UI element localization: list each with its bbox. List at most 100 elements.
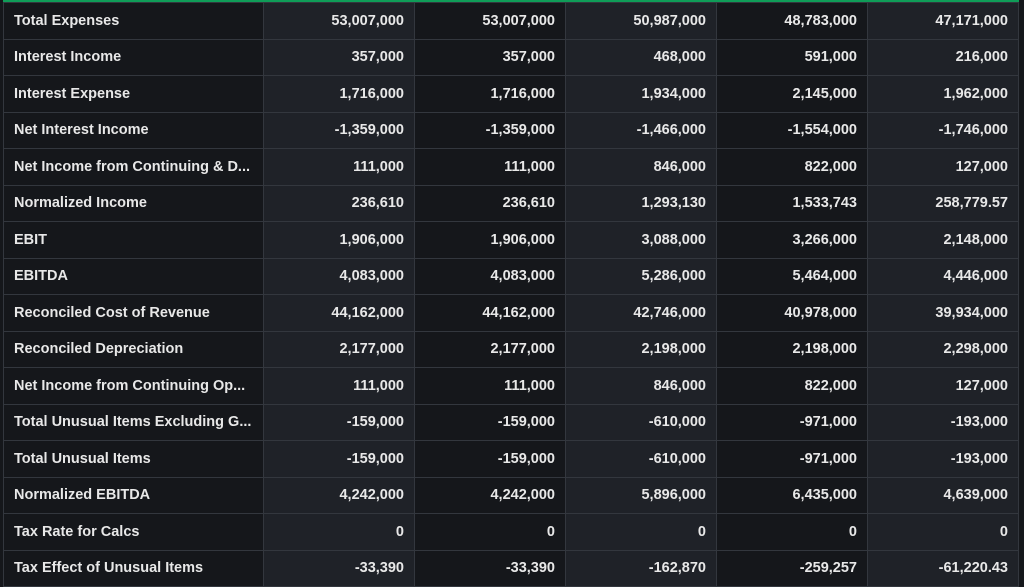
- table-right-edge: [1019, 0, 1024, 584]
- cell-value: -159,000: [414, 403, 566, 441]
- row-label: EBITDA: [3, 257, 264, 295]
- cell-value: 5,286,000: [565, 257, 717, 295]
- cell-value: 2,148,000: [867, 221, 1019, 259]
- cell-value: 0: [263, 513, 415, 551]
- row-label: Tax Effect of Unusual Items: [3, 549, 264, 587]
- cell-value: 53,007,000: [263, 2, 415, 40]
- cell-value: 1,962,000: [867, 75, 1019, 113]
- cell-value: 236,610: [263, 184, 415, 222]
- cell-value: 1,293,130: [565, 184, 717, 222]
- cell-value: 4,242,000: [414, 476, 566, 514]
- cell-value: 846,000: [565, 148, 717, 186]
- cell-value: 48,783,000: [716, 2, 868, 40]
- table-row: Reconciled Depreciation 2,177,000 2,177,00…: [3, 330, 1019, 368]
- table-row: Net Income from Continuing Op... 111,000 1…: [3, 367, 1019, 405]
- row-label: Normalized Income: [3, 184, 264, 222]
- cell-value: 216,000: [867, 38, 1019, 76]
- table-row: Total Unusual Items Excluding G... -159,0…: [3, 403, 1019, 441]
- cell-value: 822,000: [716, 148, 868, 186]
- cell-value: -1,466,000: [565, 111, 717, 149]
- cell-value: 111,000: [263, 367, 415, 405]
- cell-value: -1,746,000: [867, 111, 1019, 149]
- row-label: Net Interest Income: [3, 111, 264, 149]
- financials-table: Total Expenses 53,007,000 53,007,000 50,987…: [3, 2, 1019, 587]
- row-label: Interest Income: [3, 38, 264, 76]
- cell-value: 1,533,743: [716, 184, 868, 222]
- row-label: Normalized EBITDA: [3, 476, 264, 514]
- cell-value: 111,000: [414, 148, 566, 186]
- cell-value: 468,000: [565, 38, 717, 76]
- table-row: Net Interest Income -1,359,000 -1,359,000-…: [3, 111, 1019, 149]
- row-label: Interest Expense: [3, 75, 264, 113]
- cell-value: -159,000: [263, 440, 415, 478]
- cell-value: 5,896,000: [565, 476, 717, 514]
- table-row: Interest Income 357,000 357,000 468,000 591,…: [3, 38, 1019, 76]
- cell-value: 111,000: [263, 148, 415, 186]
- table-row: EBITDA 4,083,000 4,083,000 5,286,000 5,464,0…: [3, 257, 1019, 295]
- table-row: Reconciled Cost of Revenue 44,162,000 44,1…: [3, 294, 1019, 332]
- cell-value: 357,000: [414, 38, 566, 76]
- cell-value: 39,934,000: [867, 294, 1019, 332]
- financials-table-container: Total Expenses 53,007,000 53,007,000 50,987…: [3, 0, 1019, 587]
- cell-value: -971,000: [716, 440, 868, 478]
- cell-value: 846,000: [565, 367, 717, 405]
- cell-value: 0: [565, 513, 717, 551]
- cell-value: -610,000: [565, 440, 717, 478]
- cell-value: -971,000: [716, 403, 868, 441]
- cell-value: 42,746,000: [565, 294, 717, 332]
- cell-value: -33,390: [414, 549, 566, 587]
- cell-value: -193,000: [867, 403, 1019, 441]
- cell-value: 44,162,000: [263, 294, 415, 332]
- cell-value: 47,171,000: [867, 2, 1019, 40]
- table-row: Normalized Income 236,610 236,610 1,293,130…: [3, 184, 1019, 222]
- cell-value: 1,934,000: [565, 75, 717, 113]
- cell-value: 2,177,000: [414, 330, 566, 368]
- cell-value: 5,464,000: [716, 257, 868, 295]
- cell-value: 591,000: [716, 38, 868, 76]
- cell-value: 357,000: [263, 38, 415, 76]
- cell-value: -162,870: [565, 549, 717, 587]
- cell-value: 4,446,000: [867, 257, 1019, 295]
- cell-value: 2,198,000: [565, 330, 717, 368]
- row-label: Total Unusual Items: [3, 440, 264, 478]
- cell-value: 1,716,000: [414, 75, 566, 113]
- cell-value: -259,257: [716, 549, 868, 587]
- table-row: Normalized EBITDA 4,242,000 4,242,000 5,896…: [3, 476, 1019, 514]
- cell-value: 0: [414, 513, 566, 551]
- cell-value: 2,198,000: [716, 330, 868, 368]
- cell-value: -1,359,000: [263, 111, 415, 149]
- cell-value: 50,987,000: [565, 2, 717, 40]
- row-label: Net Income from Continuing Op...: [3, 367, 264, 405]
- cell-value: 236,610: [414, 184, 566, 222]
- cell-value: 3,088,000: [565, 221, 717, 259]
- row-label: EBIT: [3, 221, 264, 259]
- cell-value: 127,000: [867, 148, 1019, 186]
- cell-value: -1,554,000: [716, 111, 868, 149]
- cell-value: -159,000: [414, 440, 566, 478]
- row-label: Reconciled Depreciation: [3, 330, 264, 368]
- table-row: Tax Effect of Unusual Items -33,390 -33,39…: [3, 549, 1019, 587]
- cell-value: 258,779.57: [867, 184, 1019, 222]
- cell-value: 6,435,000: [716, 476, 868, 514]
- cell-value: -610,000: [565, 403, 717, 441]
- cell-value: -159,000: [263, 403, 415, 441]
- cell-value: 0: [716, 513, 868, 551]
- cell-value: 1,906,000: [263, 221, 415, 259]
- cell-value: 44,162,000: [414, 294, 566, 332]
- cell-value: 111,000: [414, 367, 566, 405]
- cell-value: 1,716,000: [263, 75, 415, 113]
- cell-value: 822,000: [716, 367, 868, 405]
- cell-value: 2,145,000: [716, 75, 868, 113]
- cell-value: 2,298,000: [867, 330, 1019, 368]
- cell-value: 3,266,000: [716, 221, 868, 259]
- table-row: Total Unusual Items -159,000 -159,000 -610,…: [3, 440, 1019, 478]
- table-row: Total Expenses 53,007,000 53,007,000 50,987…: [3, 2, 1019, 40]
- cell-value: 2,177,000: [263, 330, 415, 368]
- cell-value: 4,083,000: [414, 257, 566, 295]
- row-label: Net Income from Continuing & D...: [3, 148, 264, 186]
- table-row: EBIT 1,906,000 1,906,000 3,088,000 3,266,000…: [3, 221, 1019, 259]
- row-label: Tax Rate for Calcs: [3, 513, 264, 551]
- cell-value: 1,906,000: [414, 221, 566, 259]
- cell-value: 4,083,000: [263, 257, 415, 295]
- table-row: Net Income from Continuing & D... 111,000…: [3, 148, 1019, 186]
